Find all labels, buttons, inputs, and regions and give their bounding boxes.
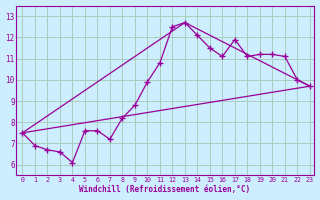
X-axis label: Windchill (Refroidissement éolien,°C): Windchill (Refroidissement éolien,°C): [79, 185, 251, 194]
